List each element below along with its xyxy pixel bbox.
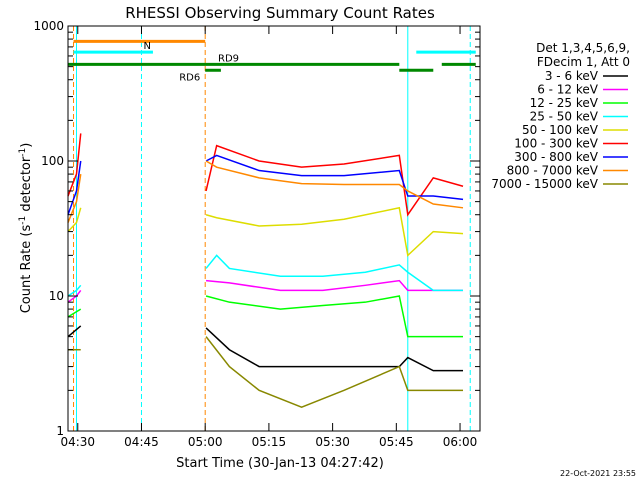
legend-label-4: 50 - 100 keV — [522, 123, 599, 137]
x-tick-label-1: 04:45 — [124, 435, 159, 449]
x-tick-label-5: 05:45 — [379, 435, 414, 449]
x-axis: 04:30 04:45 05:00 05:15 05:30 05:45 06:00 — [60, 26, 477, 449]
plot-frame — [67, 25, 481, 432]
series-line-0 — [205, 327, 464, 372]
chart-title: RHESSI Observing Summary Count Rates — [125, 4, 435, 22]
series-line-2 — [205, 295, 464, 338]
y-tick-label-3: 1000 — [33, 19, 64, 33]
series-line-7 — [205, 160, 464, 209]
y-tick-label-0: 1 — [56, 424, 64, 438]
legend-label-8: 7000 - 15000 keV — [491, 177, 598, 191]
y-axis: 1 10 100 1000 — [33, 19, 480, 438]
x-tick-label-4: 05:30 — [315, 435, 350, 449]
legend-label-2: 12 - 25 keV — [530, 96, 599, 110]
x-tick-label-0: 04:30 — [60, 435, 95, 449]
legend-label-7: 800 - 7000 keV — [507, 164, 599, 178]
series-line-1 — [205, 279, 464, 292]
series-line-early-7 — [67, 173, 82, 223]
x-axis-label: Start Time (30-Jan-13 04:27:42) — [176, 456, 384, 471]
legend-label-3: 25 - 50 keV — [530, 110, 599, 124]
series-line-early-3 — [67, 284, 82, 297]
state-bar-label-2: RD9 — [218, 53, 239, 64]
x-tick-label-6: 06:00 — [443, 435, 478, 449]
state-bar-label-3: RD6 — [179, 72, 200, 83]
legend-label-1: 6 - 12 keV — [537, 83, 599, 97]
series-line-3 — [205, 254, 464, 292]
series-line-5 — [205, 144, 464, 217]
series-line-early-6 — [67, 160, 82, 215]
plot-area: N RD9 RD6 — [67, 26, 476, 431]
series-line-8 — [205, 336, 464, 409]
series-line-early-5 — [67, 133, 82, 197]
footer-timestamp: 22-Oct-2021 23:55 — [560, 469, 636, 478]
y-axis-label: Count Rate (s-1 detector-1) — [18, 143, 34, 314]
legend-label-0: 3 - 6 keV — [545, 69, 599, 83]
x-tick-label-2: 05:00 — [188, 435, 223, 449]
series-line-6 — [205, 154, 464, 201]
legend-header-1: Det 1,3,4,5,6,9, — [536, 41, 630, 55]
x-tick-label-3: 05:15 — [252, 435, 287, 449]
legend-header-2: FDecim 1, Att 0 — [537, 55, 630, 69]
state-bar-label-1: N — [144, 41, 151, 52]
series-line-4 — [205, 206, 464, 257]
series-line-early-0 — [67, 325, 82, 338]
legend-label-6: 300 - 800 keV — [514, 150, 598, 164]
series-line-early-2 — [67, 308, 82, 318]
y-tick-label-2: 100 — [41, 154, 64, 168]
series-line-early-4 — [67, 207, 82, 233]
legend-label-5: 100 - 300 keV — [514, 137, 598, 151]
y-tick-label-1: 10 — [49, 289, 64, 303]
